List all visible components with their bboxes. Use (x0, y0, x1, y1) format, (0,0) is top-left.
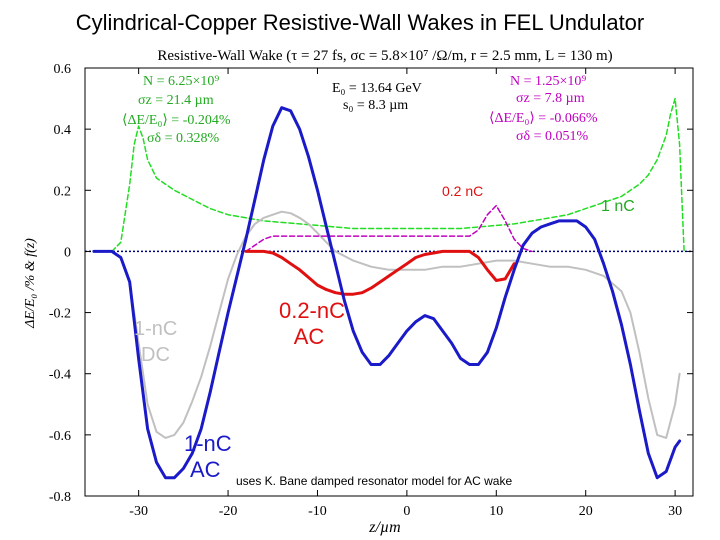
param-02nc-n: N = 1.25×10⁹ (510, 74, 586, 89)
param-1nc-n: N = 6.25×10⁹ (143, 74, 219, 89)
label-1nc-ac-line2: AC (190, 457, 221, 482)
chart-series (92, 97, 685, 480)
params-1nc: N = 6.25×10⁹ σz = 21.4 µm ⟨ΔE/E₀⟩ = -0.2… (122, 74, 231, 146)
x-tick-label: 20 (579, 504, 593, 519)
label-1nc-dc-line1: 1-nC (134, 318, 177, 340)
slide-title: Cylindrical-Copper Resistive-Wall Wakes … (75, 10, 645, 35)
label-02nc-ac-line2: AC (294, 324, 325, 349)
x-tick-label: 10 (489, 504, 503, 519)
param-02nc-mean-de: ⟨ΔE/E₀⟩ = -0.066% (489, 111, 598, 126)
series-1-nc-dc (92, 210, 681, 439)
series-1-nc-bunch-profile (111, 97, 685, 253)
y-axis-label: ΔE/E₀ /% & f(z) (23, 238, 38, 329)
series-1-nc-ac (92, 106, 682, 480)
series-0-2-nc-dc (245, 204, 533, 253)
label-02nc-ac-line1: 0.2-nC (279, 298, 345, 323)
x-tick-label: 30 (668, 504, 682, 519)
label-02nc: 0.2 nC (442, 183, 483, 199)
param-energy: E₀ = 13.64 GeV (332, 81, 422, 96)
y-tick-label: -0.8 (49, 490, 71, 505)
param-1nc-sigma-delta: σδ = 0.328% (147, 131, 220, 146)
y-tick-label: -0.4 (49, 368, 71, 383)
y-tick-label: -0.2 (49, 307, 71, 322)
y-tick-label: 0.6 (54, 62, 72, 77)
chart-axes: -30 -20 -10 0 10 20 30 0.6 0.4 0.2 0 -0.2 -0.4 -0.6 -0… (49, 62, 694, 519)
x-tick-label: 0 (403, 504, 410, 519)
y-tick-label: 0 (64, 245, 71, 260)
x-axis-label: z/µm (368, 519, 400, 536)
model-note: uses K. Bane damped resonator model for … (236, 474, 512, 488)
x-tick-label: -20 (219, 504, 238, 519)
label-1nc: 1 nC (601, 198, 635, 215)
param-s0: s₀ = 8.3 µm (343, 98, 408, 113)
plot-frame (84, 67, 694, 497)
y-tick-label: -0.6 (49, 429, 71, 444)
param-1nc-sigma-z: σz = 21.4 µm (138, 93, 214, 108)
param-02nc-sigma-delta: σδ = 0.051% (516, 129, 589, 144)
label-1nc-ac-line1: 1-nC (184, 431, 232, 456)
param-1nc-mean-de: ⟨ΔE/E₀⟩ = -0.204% (122, 113, 231, 128)
y-tick-label: 0.2 (54, 184, 72, 199)
params-02nc: N = 1.25×10⁹ σz = 7.8 µm ⟨ΔE/E₀⟩ = -0.06… (489, 74, 598, 144)
label-1nc-dc-line2: DC (141, 344, 170, 366)
x-tick-label: -30 (129, 504, 148, 519)
chart-title: Resistive-Wall Wake (τ = 27 fs, σc = 5.8… (157, 48, 612, 64)
param-02nc-sigma-z: σz = 7.8 µm (516, 91, 585, 106)
params-center: E₀ = 13.64 GeV s₀ = 8.3 µm (332, 81, 422, 113)
x-tick-label: -10 (308, 504, 327, 519)
y-tick-label: 0.4 (54, 123, 72, 138)
series-0-2-nc-ac (244, 249, 516, 296)
chart-labels: Resistive-Wall Wake (τ = 27 fs, σc = 5.8… (23, 48, 635, 536)
